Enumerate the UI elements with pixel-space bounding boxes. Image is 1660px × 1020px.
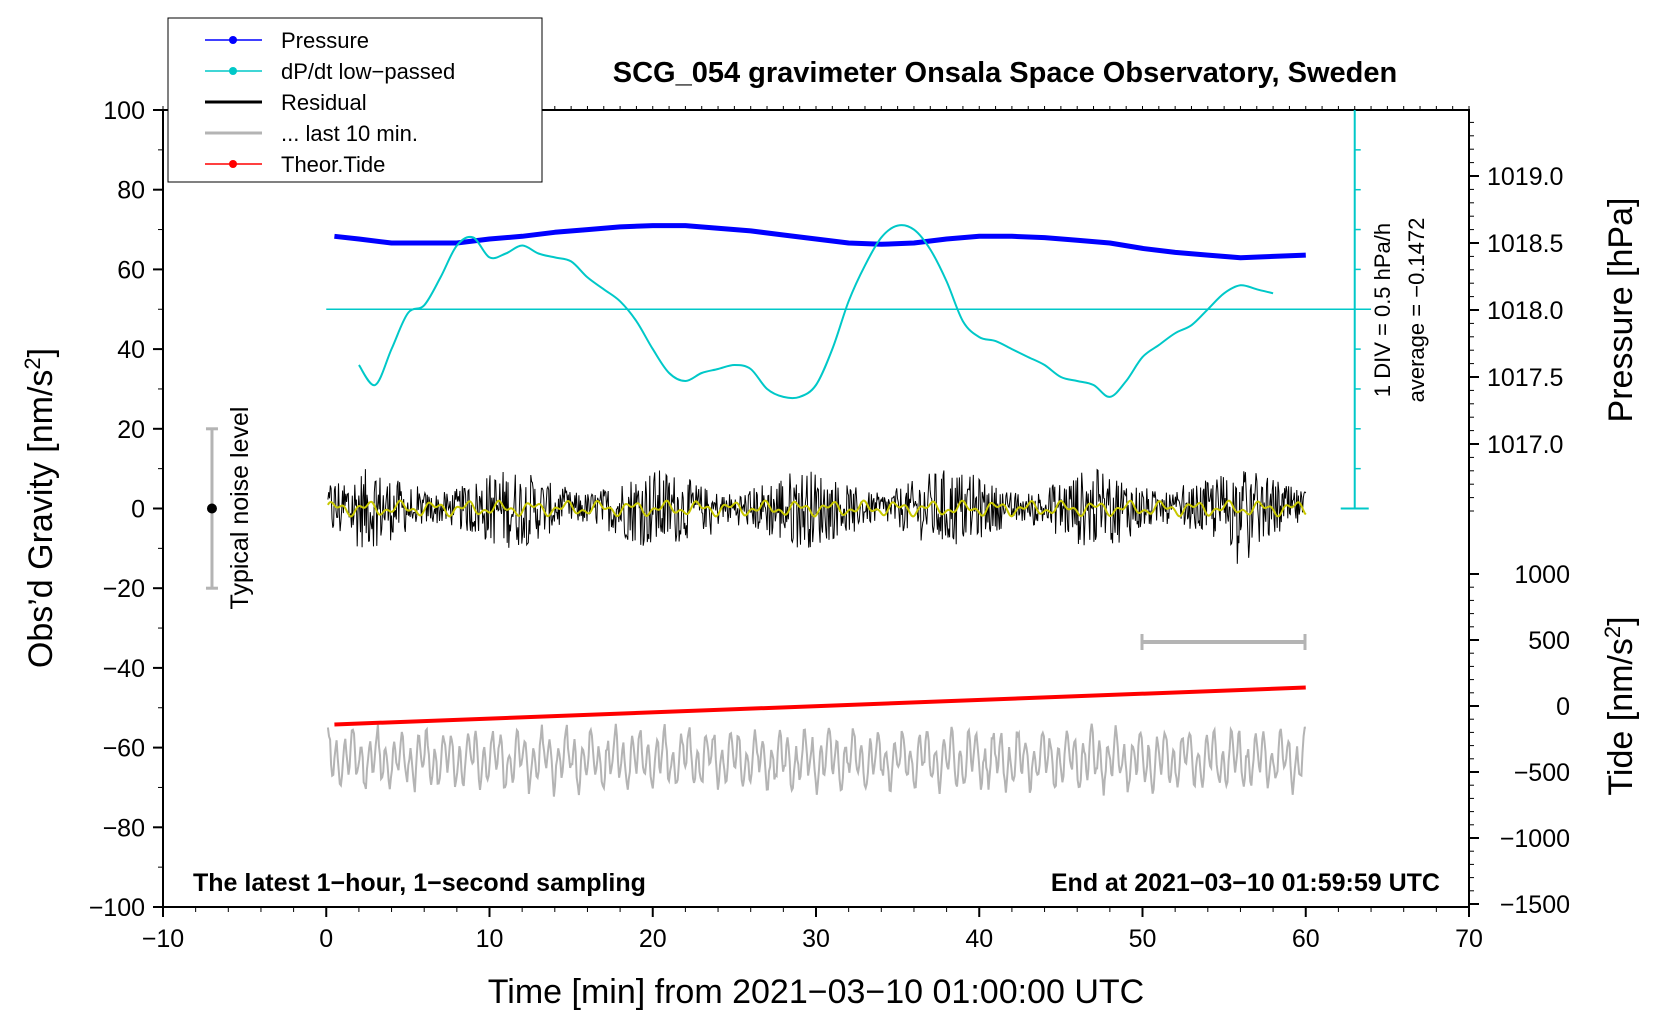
pressure-tick-label: 1017.5 (1487, 364, 1563, 392)
y-left-sup: 2 (20, 357, 45, 369)
y-tick-label: 0 (131, 496, 145, 524)
x-tick-label: 40 (965, 925, 993, 953)
last-10-min-line (326, 723, 1307, 797)
legend-label: Residual (281, 90, 367, 115)
legend: Pressure dP/dt low−passed Residual ... last… (167, 17, 543, 183)
y-left-end: ] (22, 348, 60, 357)
tide-tick-label: 1000 (1514, 561, 1570, 589)
bottom-right-note: End at 2021−03−10 01:59:59 UTC (1051, 869, 1440, 897)
chart-title: SCG_054 gravimeter Onsala Space Observat… (613, 57, 1397, 89)
y-tick-label: −80 (103, 814, 145, 842)
pressure-tick-label: 1017.0 (1487, 431, 1563, 459)
y-left-label: Obs’d Gravity [nm/s (22, 370, 60, 669)
y-tick-label: 60 (117, 256, 145, 284)
y-axis-title-pressure: Pressure [hPa] (1602, 198, 1640, 423)
y-tick-labels: 100 80 60 40 20 0 −20 −40 −60 −80 −100 (89, 97, 145, 922)
y-tick-label: 80 (117, 177, 145, 205)
y-tick-label: −20 (103, 575, 145, 603)
pressure-tick-label: 1018.0 (1487, 297, 1563, 325)
noise-level-dot (206, 503, 217, 514)
noise-label: Typical noise level (226, 407, 254, 610)
residual-smoothed-line (327, 499, 1307, 518)
y-axis-title-tide: Tide [nm/s2] (1600, 616, 1640, 795)
y-tick-label: 20 (117, 416, 145, 444)
dpdt-series (358, 224, 1274, 400)
legend-label: Theor.Tide (281, 152, 385, 177)
dpdt-scale-bar (326, 110, 1372, 510)
pressure-series (334, 223, 1306, 261)
pressure-line (334, 223, 1306, 261)
tide-tick-labels: 1000 500 0 −500 −1000 −1500 (1500, 561, 1570, 919)
residual-line (327, 468, 1307, 564)
average-label: average = −0.1472 (1404, 218, 1429, 403)
y-axis-title-left: Obs’d Gravity [nm/s2] (20, 348, 60, 668)
x-axis-title: Time [min] from 2021−03−10 01:00:00 UTC (488, 973, 1144, 1011)
bottom-left-note: The latest 1−hour, 1−second sampling (193, 869, 646, 897)
tide-tick-label: −500 (1514, 759, 1570, 787)
legend-marker (229, 67, 237, 75)
axis-ticks (153, 106, 1479, 917)
tide-tick-label: 0 (1556, 693, 1570, 721)
legend-marker (229, 160, 237, 168)
legend-label: Pressure (281, 28, 369, 53)
y-tick-label: −100 (89, 894, 145, 922)
y-tick-label: −40 (103, 655, 145, 683)
x-tick-label: 0 (319, 925, 333, 953)
tide-end: ] (1602, 616, 1640, 625)
tide-tick-label: 500 (1528, 627, 1570, 655)
pressure-tick-labels: 1019.0 1018.5 1018.0 1017.5 1017.0 (1487, 163, 1563, 459)
tide-tick-label: −1500 (1500, 891, 1570, 919)
dpdt-line (358, 224, 1274, 400)
tide-tick-label: −1000 (1500, 825, 1570, 853)
x-tick-label: −10 (142, 925, 184, 953)
y-tick-label: 100 (103, 97, 145, 125)
tide-line (334, 685, 1306, 727)
legend-marker (229, 36, 237, 44)
legend-label: dP/dt low−passed (281, 59, 455, 84)
legend-label: ... last 10 min. (281, 121, 418, 146)
y-tick-label: −60 (103, 735, 145, 763)
residual-series (327, 468, 1307, 564)
last-10-min-series (326, 723, 1307, 797)
x-tick-label: 10 (476, 925, 504, 953)
y-tick-label: 40 (117, 336, 145, 364)
pressure-tick-label: 1019.0 (1487, 163, 1563, 191)
legend-box (167, 17, 543, 183)
tide-series (334, 685, 1306, 727)
noise-level-bar (205, 427, 218, 590)
tide-sup: 2 (1600, 626, 1625, 638)
x-tick-label: 30 (802, 925, 830, 953)
div-label: 1 DIV = 0.5 hPa/h (1370, 223, 1395, 397)
tide-label: Tide [nm/s (1602, 638, 1640, 795)
x-tick-label: 70 (1455, 925, 1483, 953)
x-tick-label: 60 (1292, 925, 1320, 953)
x-tick-label: 20 (639, 925, 667, 953)
last-10-min-bar (1140, 634, 1307, 650)
pressure-tick-label: 1018.5 (1487, 230, 1563, 258)
x-tick-label: 50 (1129, 925, 1157, 953)
x-tick-labels: −10 0 10 20 30 40 50 60 70 (142, 925, 1483, 953)
